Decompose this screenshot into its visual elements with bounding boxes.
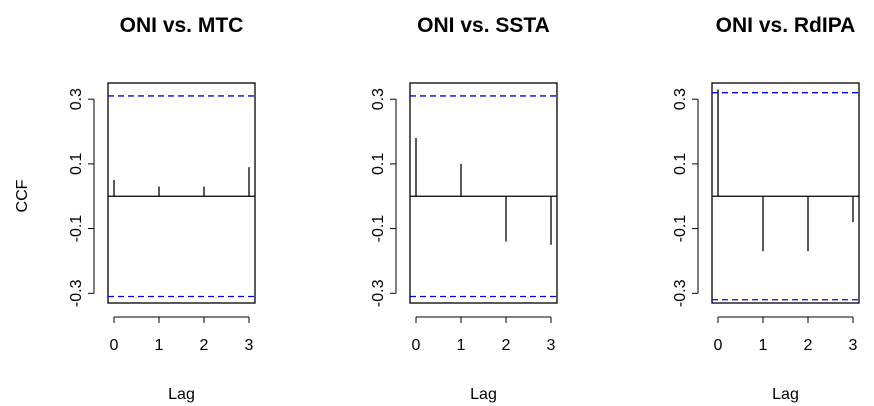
plot-frame — [409, 82, 558, 304]
y-axis-label: CCF — [14, 179, 31, 212]
y-tick-label: -0.1 — [672, 215, 689, 243]
x-tick-label: 2 — [804, 337, 813, 354]
x-tick-label: 0 — [714, 337, 723, 354]
y-tick-label: 0.3 — [68, 88, 85, 110]
plot-frame — [107, 82, 256, 304]
y-tick-label: 0.1 — [370, 153, 387, 175]
chart-panel-3: ONI vs. RdIPA -0.3 -0.1 0.1 0.3 0 1 2 3 Lag — [672, 14, 860, 403]
y-tick-label: 0.1 — [68, 153, 85, 175]
x-tick-label: 2 — [200, 337, 209, 354]
x-axis-label: Lag — [470, 386, 497, 403]
chart-panel-1: ONI vs. MTC -0.3 -0.1 0.1 0.3 0 1 2 3 Lag — [68, 14, 256, 403]
x-tick-label: 2 — [502, 337, 511, 354]
x-axis-label: Lag — [772, 386, 799, 403]
x-tick-label: 0 — [412, 337, 421, 354]
x-axis-label: Lag — [168, 386, 195, 403]
y-tick-label: -0.1 — [370, 215, 387, 243]
y-tick-label: -0.3 — [370, 279, 387, 307]
x-tick-label: 1 — [759, 337, 768, 354]
y-tick-label: 0.3 — [370, 88, 387, 110]
x-tick-label: 3 — [849, 337, 858, 354]
chart-title: ONI vs. SSTA — [417, 14, 550, 37]
y-tick-label: -0.3 — [68, 279, 85, 307]
y-tick-label: 0.1 — [672, 153, 689, 175]
x-tick-label: 3 — [547, 337, 556, 354]
x-tick-label: 1 — [457, 337, 466, 354]
y-tick-label: -0.3 — [672, 279, 689, 307]
x-tick-label: 3 — [245, 337, 254, 354]
chart-panel-2: ONI vs. SSTA -0.3 -0.1 0.1 0.3 0 1 2 3 Lag — [370, 14, 558, 403]
y-tick-label: -0.1 — [68, 215, 85, 243]
y-tick-label: 0.3 — [672, 88, 689, 110]
chart-title: ONI vs. RdIPA — [716, 14, 856, 37]
x-tick-label: 0 — [110, 337, 119, 354]
x-tick-label: 1 — [155, 337, 164, 354]
plot-frame — [711, 82, 860, 304]
chart-title: ONI vs. MTC — [120, 14, 244, 37]
